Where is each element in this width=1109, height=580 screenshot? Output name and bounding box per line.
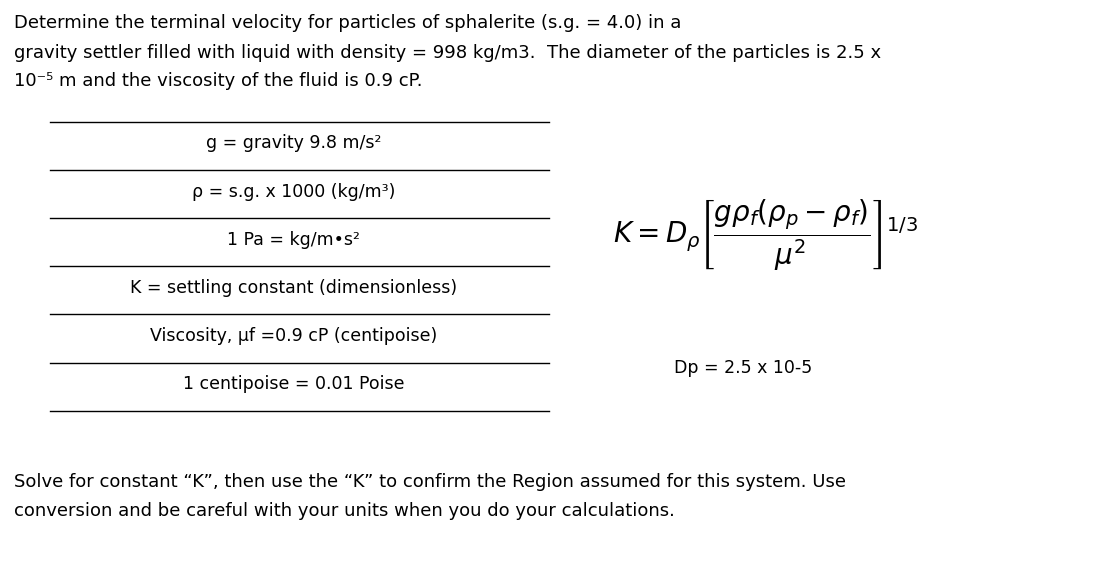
Text: g = gravity 9.8 m/s²: g = gravity 9.8 m/s² xyxy=(206,135,381,153)
Text: K = settling constant (dimensionless): K = settling constant (dimensionless) xyxy=(131,279,457,297)
Text: 1 Pa = kg/m•s²: 1 Pa = kg/m•s² xyxy=(227,231,360,249)
Text: Dp = 2.5 x 10-5: Dp = 2.5 x 10-5 xyxy=(674,359,812,378)
Text: ρ = s.g. x 1000 (kg/m³): ρ = s.g. x 1000 (kg/m³) xyxy=(192,183,396,201)
Text: gravity settler filled with liquid with density = 998 kg/m3.  The diameter of th: gravity settler filled with liquid with … xyxy=(14,44,882,61)
Text: 10⁻⁵ m and the viscosity of the fluid is 0.9 cP.: 10⁻⁵ m and the viscosity of the fluid is… xyxy=(14,72,423,90)
Text: $K = D_\rho \left[\dfrac{g\rho_f(\rho_p - \rho_f)}{\mu^2}\right]^{1/3}$: $K = D_\rho \left[\dfrac{g\rho_f(\rho_p … xyxy=(612,197,918,273)
Text: 1 centipoise = 0.01 Poise: 1 centipoise = 0.01 Poise xyxy=(183,375,405,393)
Text: Solve for constant “K”, then use the “K” to confirm the Region assumed for this : Solve for constant “K”, then use the “K”… xyxy=(14,473,846,491)
Text: conversion and be careful with your units when you do your calculations.: conversion and be careful with your unit… xyxy=(14,502,675,520)
Text: Viscosity, μf =0.9 cP (centipoise): Viscosity, μf =0.9 cP (centipoise) xyxy=(150,327,438,345)
Text: Determine the terminal velocity for particles of sphalerite (s.g. = 4.0) in a: Determine the terminal velocity for part… xyxy=(14,14,682,32)
